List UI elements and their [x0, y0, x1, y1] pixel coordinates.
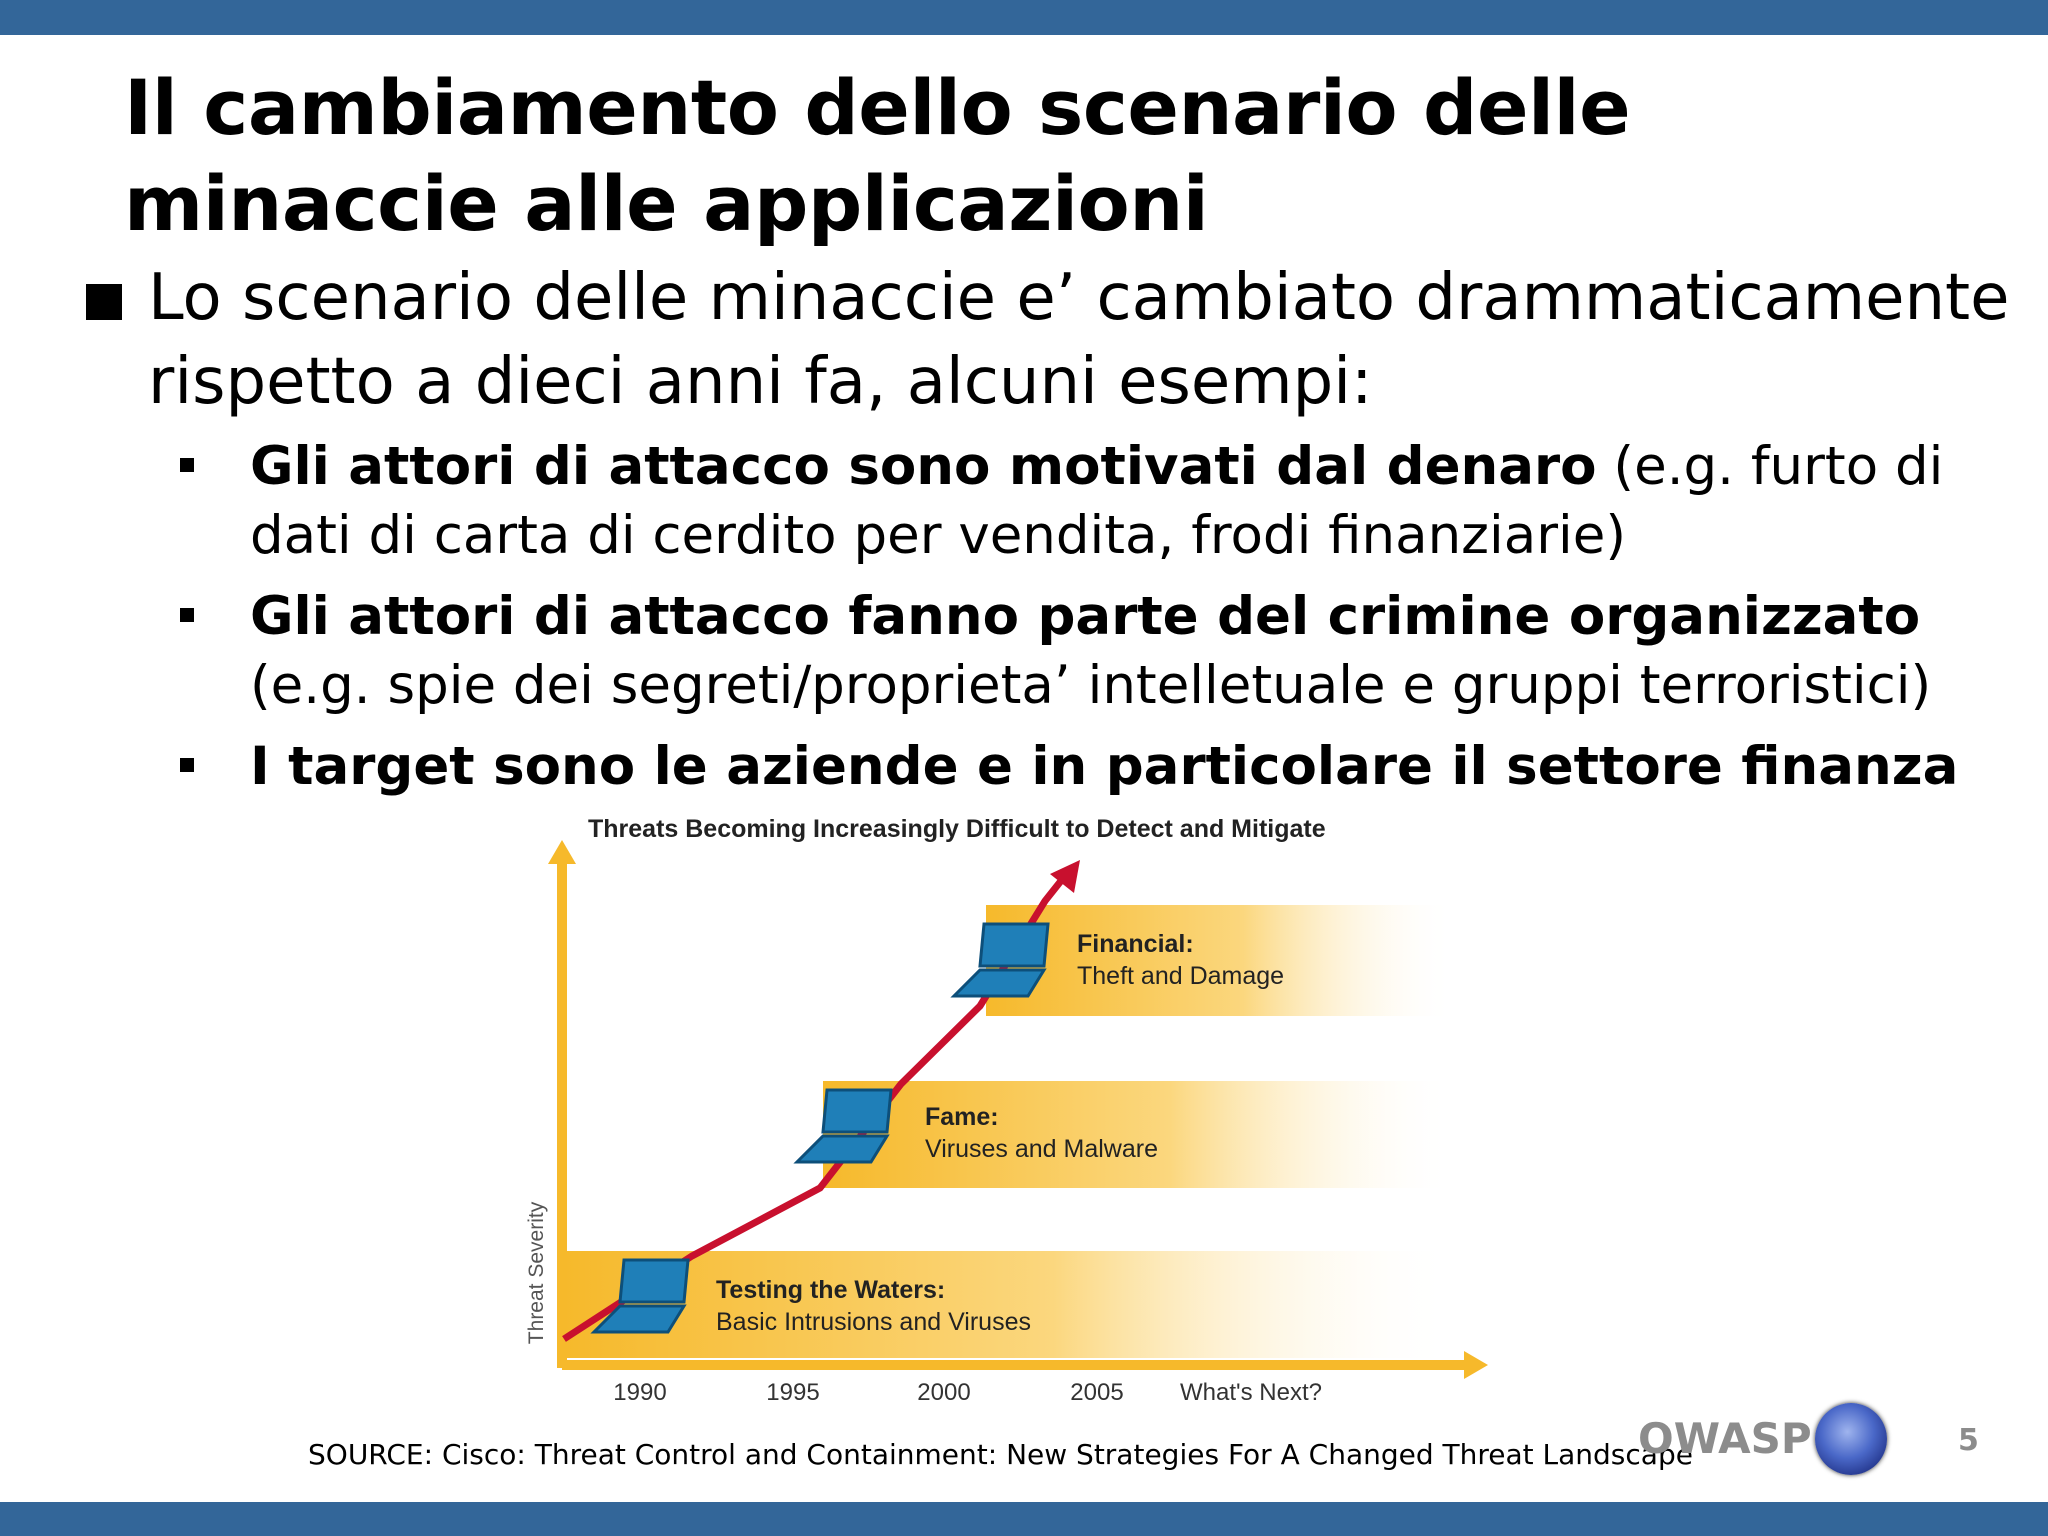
y-axis	[557, 858, 567, 1368]
bullet-icon	[180, 458, 194, 472]
title-line: Il cambiamento dello scenario delle	[124, 63, 1631, 152]
owasp-globe-icon	[1815, 1403, 1887, 1475]
laptop-icon	[793, 1088, 893, 1164]
x-tick-label: 1995	[766, 1379, 819, 1406]
laptop-icon	[950, 922, 1050, 998]
square-bullet-icon	[86, 284, 122, 320]
rest-text: (e.g. furto di dati di carta di cerdito …	[250, 436, 1944, 566]
laptop-icon	[590, 1258, 690, 1334]
trend-line	[562, 869, 1071, 1342]
owasp-logo-text: OWASP	[1638, 1414, 1812, 1463]
y-axis-arrow-icon	[548, 840, 576, 864]
bullet-icon	[180, 758, 194, 772]
top-bar	[0, 0, 2048, 35]
sub-bullet: Gli attori di attacco fanno parte del cr…	[178, 582, 1998, 720]
stage-heading: Fame:	[925, 1103, 999, 1131]
stage-detail: Theft and Damage	[1077, 962, 1284, 990]
sub-bullet-list: Gli attori di attacco sono motivati dal …	[178, 432, 1998, 813]
source-citation: SOURCE: Cisco: Threat Control and Contai…	[308, 1438, 1693, 1471]
bottom-bar	[0, 1502, 2048, 1536]
x-tick-label: 2005	[1070, 1379, 1123, 1406]
bold-text: Gli attori di attacco fanno parte del cr…	[250, 586, 1921, 647]
x-axis	[562, 1360, 1468, 1370]
page-number: 5	[1958, 1423, 1979, 1458]
x-tick-label: 1990	[613, 1379, 666, 1406]
bold-text: I target sono le aziende e in particolar…	[250, 736, 1959, 797]
main-bullet: Lo scenario delle minaccie e’ cambiato d…	[86, 256, 2016, 424]
x-tick-label: What's Next?	[1180, 1379, 1322, 1406]
stage-detail: Basic Intrusions and Viruses	[716, 1308, 1031, 1336]
band-stage-3	[986, 905, 1454, 1016]
x-tick-label: 2000	[917, 1379, 970, 1406]
figure-title: Threats Becoming Increasingly Difficult …	[588, 815, 1326, 843]
band-stage-2	[823, 1081, 1454, 1188]
x-axis-arrow-icon	[1464, 1351, 1488, 1379]
y-axis-label: Threat Severity	[525, 1201, 548, 1344]
trend-arrow-icon	[1050, 860, 1080, 893]
stage-detail: Viruses and Malware	[925, 1135, 1158, 1163]
bullet-icon	[180, 608, 194, 622]
stage-heading: Testing the Waters:	[716, 1276, 945, 1304]
stage-heading: Financial:	[1077, 930, 1194, 958]
sub-bullet: Gli attori di attacco sono motivati dal …	[178, 432, 1998, 570]
slide-title: Il cambiamento dello scenario delle mina…	[124, 60, 1631, 252]
main-bullet-text: Lo scenario delle minaccie e’ cambiato d…	[148, 261, 2010, 419]
bold-text: Gli attori di attacco sono motivati dal …	[250, 436, 1597, 497]
rest-text: (e.g. spie dei segreti/proprieta’ intell…	[250, 655, 1932, 716]
sub-bullet: I target sono le aziende e in particolar…	[178, 732, 1998, 801]
band-stage-1	[564, 1251, 1454, 1358]
title-line: minaccie alle applicazioni	[124, 159, 1209, 248]
